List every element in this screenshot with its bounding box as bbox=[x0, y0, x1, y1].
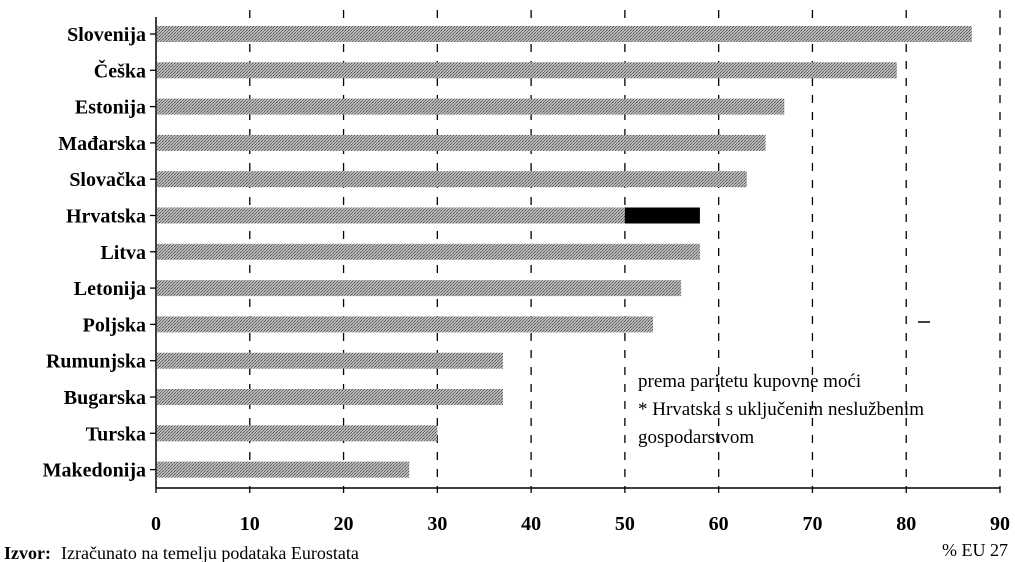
category-label: Slovačka bbox=[69, 169, 146, 191]
category-label: Litva bbox=[100, 242, 146, 264]
bar-bugarska bbox=[157, 389, 503, 405]
category-label: Mađarska bbox=[58, 133, 146, 155]
bar-slovenija bbox=[157, 26, 972, 42]
bar-litva bbox=[157, 243, 700, 260]
x-tick-label: 40 bbox=[521, 513, 541, 535]
source-text: Izračunato na temelju podataka Eurostata bbox=[61, 543, 359, 562]
x-tick-label: 20 bbox=[334, 513, 354, 535]
bar-makedonija bbox=[157, 461, 410, 478]
bar-highlight-hrvatska bbox=[624, 207, 700, 224]
x-tick-label: 60 bbox=[709, 513, 729, 535]
category-label: Letonija bbox=[74, 278, 146, 300]
category-label: Poljska bbox=[83, 314, 146, 336]
note-line-1: prema paritetu kupovne moći bbox=[638, 371, 861, 392]
x-tick-label: 30 bbox=[427, 513, 447, 535]
bar-poljska bbox=[157, 316, 654, 333]
bar-letonija bbox=[157, 280, 682, 297]
x-tick-label: 80 bbox=[896, 513, 916, 535]
category-label: Slovenija bbox=[67, 24, 146, 46]
bar-češka bbox=[157, 62, 897, 79]
x-tick-label: 50 bbox=[615, 513, 635, 535]
category-label: Estonija bbox=[75, 97, 146, 119]
x-tick-label: 70 bbox=[802, 513, 822, 535]
bar-slovačka bbox=[157, 171, 747, 188]
category-label: Makedonija bbox=[43, 460, 146, 482]
note-line-3: gospodarstvom bbox=[638, 427, 754, 448]
bar-rumunjska bbox=[157, 352, 503, 369]
x-tick-label: 0 bbox=[151, 513, 161, 535]
category-labels: Slovenija Češka Estonija Mađarska Slovačka Hr… bbox=[43, 24, 146, 482]
bar-mađarska bbox=[157, 134, 766, 151]
source-note: Izvor: Izračunato na temelju podataka Eu… bbox=[4, 543, 359, 562]
category-label: Turska bbox=[86, 423, 146, 445]
category-label: Bugarska bbox=[64, 387, 146, 409]
x-tick-label: 90 bbox=[990, 513, 1010, 535]
tick-labels: 0 10 20 30 40 50 60 70 80 90 bbox=[151, 513, 1010, 535]
category-label: Rumunjska bbox=[46, 351, 146, 373]
x-tick-label: 10 bbox=[240, 513, 260, 535]
bar-estonija bbox=[157, 98, 785, 115]
bars bbox=[157, 26, 972, 478]
bar-turska bbox=[157, 425, 438, 442]
note-line-2: * Hrvatska s uključenim neslužbenim bbox=[638, 399, 924, 420]
category-label: Hrvatska bbox=[66, 206, 146, 228]
bar-hrvatska bbox=[157, 207, 625, 224]
source-label: Izvor: bbox=[4, 543, 51, 562]
x-axis bbox=[150, 17, 1001, 493]
legend-notes: prema paritetu kupovne moći * Hrvatska s… bbox=[638, 371, 924, 448]
unit-label: % EU 27 bbox=[942, 540, 1008, 560]
category-label: Češka bbox=[94, 58, 146, 82]
